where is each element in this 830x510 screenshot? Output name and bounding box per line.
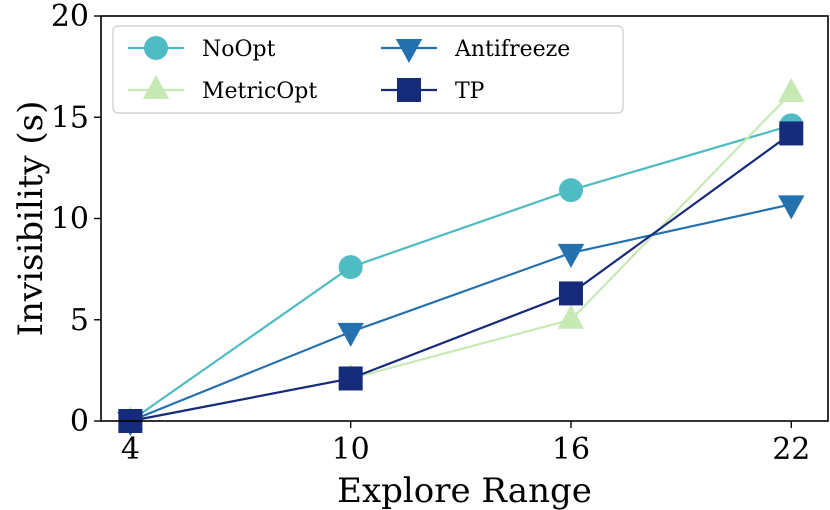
- y-tick-label: 10: [51, 202, 89, 237]
- legend-item-noopt: NoOpt: [128, 36, 276, 62]
- legend-label-antifreeze: Antifreeze: [454, 37, 570, 62]
- y-tick-label: 0: [70, 404, 89, 439]
- legend-marker-noopt: [144, 36, 168, 60]
- data-point-noopt: [338, 255, 363, 280]
- x-tick-label: 10: [332, 432, 370, 467]
- series-line-noopt: [129, 124, 792, 422]
- series-line-tp: [130, 132, 792, 423]
- y-tick-label: 15: [51, 100, 89, 135]
- data-point-antifreeze: [557, 243, 585, 268]
- x-tick-label: 22: [772, 432, 810, 467]
- legend-item-metricopt: MetricOpt: [128, 75, 317, 104]
- data-point-tp: [779, 121, 804, 146]
- legend-marker-antifreeze: [395, 39, 423, 63]
- legend-item-tp: TP: [381, 78, 485, 104]
- plot-frame: [100, 15, 829, 422]
- series-layer: [117, 77, 805, 436]
- legend-label-noopt: NoOpt: [202, 37, 276, 62]
- series-metricopt: [117, 77, 805, 430]
- legend-marker-metricopt: [142, 75, 170, 99]
- legend-label-tp: TP: [455, 79, 485, 104]
- axis-ticks: 4 10 16 22 0 5 10 15 20: [51, 0, 811, 467]
- series-line-metricopt: [130, 92, 793, 423]
- legend-item-antifreeze: Antifreeze: [381, 37, 570, 63]
- x-tick-label: 4: [121, 432, 140, 467]
- series-tp: [118, 121, 804, 433]
- legend-marker-tp: [397, 78, 421, 102]
- legend-label-metricopt: MetricOpt: [202, 79, 317, 104]
- data-point-noopt: [558, 178, 583, 203]
- y-tick-label: 20: [51, 0, 89, 34]
- legend-box: [112, 25, 624, 114]
- y-tick-label: 5: [70, 303, 89, 338]
- legend: NoOpt MetricOpt Antifreeze TP: [112, 25, 624, 114]
- y-axis-label: Invisibility (s): [11, 101, 51, 337]
- data-point-antifreeze: [337, 322, 364, 347]
- data-point-tp: [338, 366, 363, 391]
- data-point-antifreeze: [778, 195, 805, 220]
- data-point-metricopt: [778, 77, 805, 102]
- x-axis-label: Explore Range: [337, 471, 592, 510]
- series-antifreeze: [117, 195, 805, 436]
- series-line-antifreeze: [129, 203, 792, 423]
- data-point-tp: [558, 281, 583, 306]
- data-point-metricopt: [557, 304, 585, 329]
- x-tick-label: 16: [552, 432, 590, 467]
